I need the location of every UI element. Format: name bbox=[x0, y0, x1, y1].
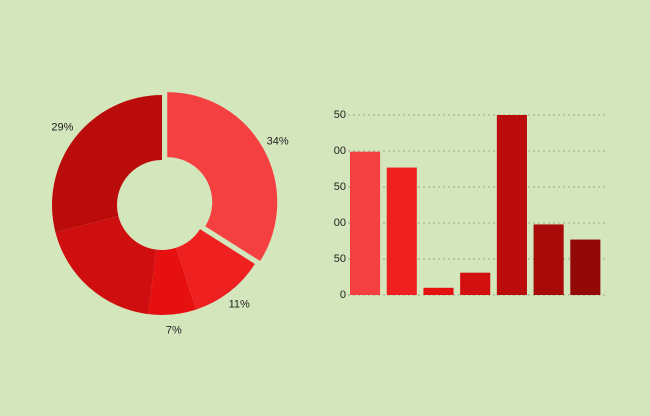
pie-slice bbox=[167, 92, 278, 262]
bar bbox=[386, 167, 417, 295]
y-tick-label: 50 bbox=[334, 253, 346, 265]
bar bbox=[423, 287, 454, 295]
y-tick-label: 50 bbox=[334, 109, 346, 121]
pie-slice bbox=[51, 94, 162, 233]
slice-label: 11% bbox=[229, 298, 250, 310]
slice-label: 29% bbox=[51, 122, 73, 134]
pie-slice bbox=[175, 229, 255, 310]
slice-label: 34% bbox=[267, 135, 289, 147]
pie-slice bbox=[55, 216, 157, 315]
y-tick-label: 50 bbox=[334, 181, 346, 193]
bar bbox=[460, 272, 491, 295]
y-tick-label: 00 bbox=[334, 217, 346, 229]
y-tick-label: 00 bbox=[334, 145, 346, 157]
bar bbox=[570, 239, 601, 295]
pie-slice bbox=[148, 247, 196, 315]
slice-label: 7% bbox=[166, 324, 182, 336]
bar bbox=[496, 115, 527, 295]
bar bbox=[533, 224, 564, 295]
bar bbox=[350, 151, 381, 295]
y-tick-label: 0 bbox=[340, 289, 346, 301]
